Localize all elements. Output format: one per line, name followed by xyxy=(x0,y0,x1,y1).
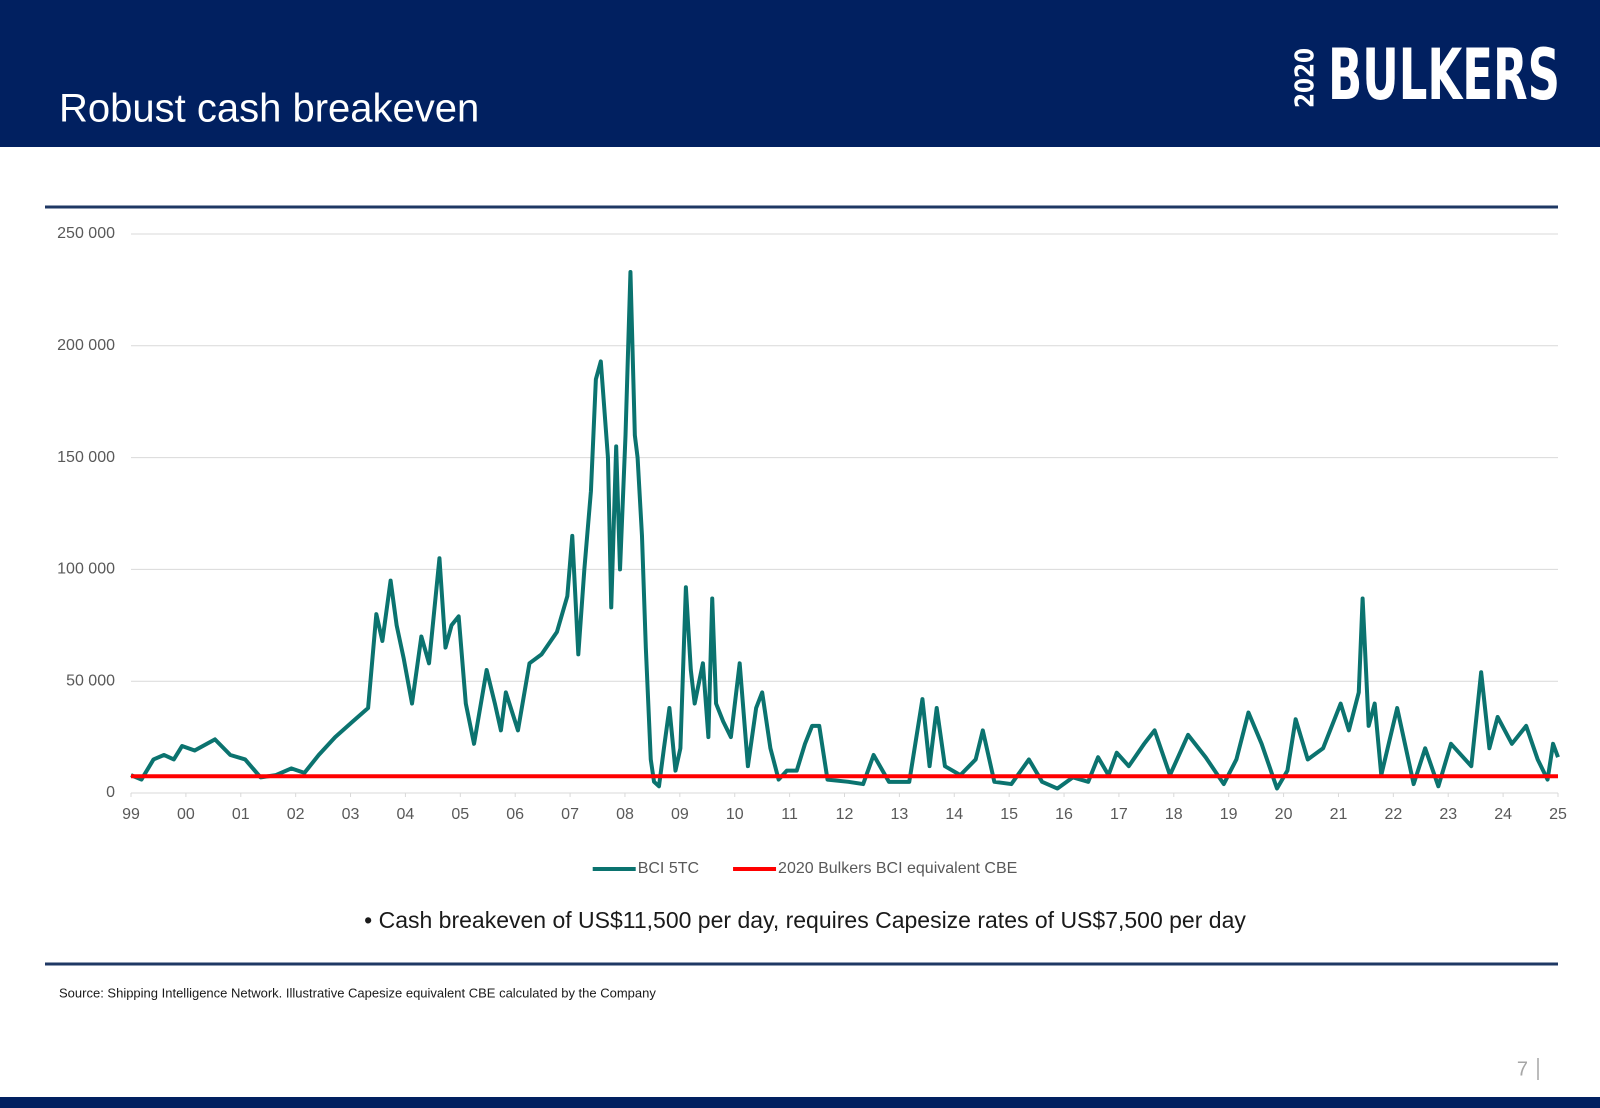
page-number: 7 xyxy=(1517,1058,1528,1080)
chart: 0 50 000 100 000 150 000 200 000 250 000 99 00 0… xyxy=(57,225,1567,823)
y-tick-label: 150 000 xyxy=(57,449,115,466)
slide-title: Robust cash breakeven xyxy=(59,87,479,131)
y-tick-label: 100 000 xyxy=(57,561,115,578)
x-tick-label: 16 xyxy=(1055,806,1073,823)
y-tick-label: 200 000 xyxy=(57,337,115,354)
legend-label: BCI 5TC xyxy=(638,860,699,877)
logo-year: 2020 xyxy=(1291,48,1321,108)
legend-label: 2020 Bulkers BCI equivalent CBE xyxy=(778,860,1017,877)
note: • Cash breakeven of US$11,500 per day, r… xyxy=(364,907,1246,933)
x-tick-label: 24 xyxy=(1494,806,1512,823)
x-tick-label: 06 xyxy=(506,806,524,823)
x-tick-label: 18 xyxy=(1165,806,1183,823)
y-tick-label: 250 000 xyxy=(57,225,115,242)
header-band xyxy=(0,0,1600,147)
legend: BCI 5TC 2020 Bulkers BCI equivalent CBE xyxy=(592,860,1017,877)
x-tick-label: 11 xyxy=(781,806,798,823)
y-tick-label: 50 000 xyxy=(66,672,115,689)
x-tick-label: 99 xyxy=(122,806,140,823)
x-tick-label: 03 xyxy=(342,806,360,823)
y-tick-label: 0 xyxy=(106,784,115,801)
x-tick-label: 08 xyxy=(616,806,634,823)
x-tick-label: 02 xyxy=(287,806,305,823)
x-tick-label: 07 xyxy=(561,806,579,823)
x-tick-label: 01 xyxy=(232,806,250,823)
x-tick-label: 22 xyxy=(1384,806,1402,823)
x-tick-label: 05 xyxy=(451,806,469,823)
series-line xyxy=(130,270,1560,791)
x-tick-label: 12 xyxy=(836,806,854,823)
x-tick-label: 13 xyxy=(890,806,908,823)
x-tick-label: 14 xyxy=(945,806,963,823)
x-tick-label: 20 xyxy=(1275,806,1293,823)
x-tick-label: 19 xyxy=(1220,806,1238,823)
x-tick-label: 23 xyxy=(1439,806,1457,823)
source: Source: Shipping Intelligence Network. I… xyxy=(59,985,656,1000)
x-tick-label: 09 xyxy=(671,806,689,823)
x-tick-label: 04 xyxy=(397,806,415,823)
x-tick-label: 15 xyxy=(1000,806,1018,823)
x-tick-label: 17 xyxy=(1110,806,1128,823)
footer-band xyxy=(0,1097,1600,1108)
logo-name: BULKERS xyxy=(1328,34,1560,116)
x-tick-label: 10 xyxy=(726,806,744,823)
x-tick-label: 25 xyxy=(1549,806,1567,823)
x-tick-label: 21 xyxy=(1330,806,1348,823)
x-tick-label: 00 xyxy=(177,806,195,823)
